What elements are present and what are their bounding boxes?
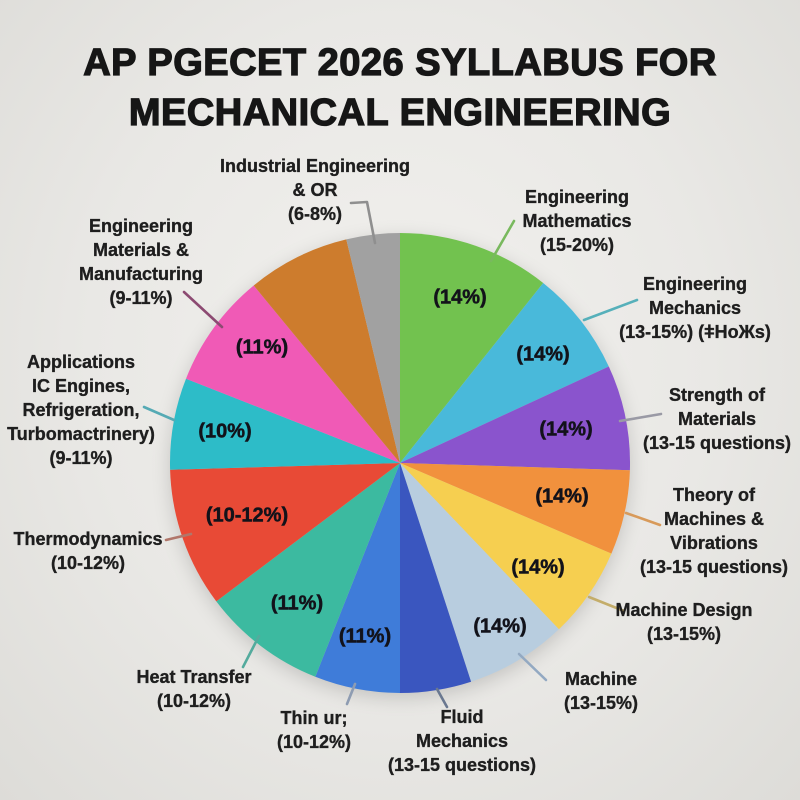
pie-slice-unlabeled-orange bbox=[253, 239, 400, 463]
pie-slice-thin-ur bbox=[315, 463, 400, 693]
leader-line-heat-transfer bbox=[241, 634, 261, 669]
page-title: AP PGECET 2026 SYLLABUS FOR MECHANICAL E… bbox=[0, 38, 800, 138]
leader-line-strength-of-materials bbox=[618, 412, 663, 423]
slice-percentage-machine: (14%) bbox=[473, 615, 526, 637]
slice-percentage-engineering-materials-manufacturing: (11%) bbox=[236, 336, 288, 358]
pie-slices-group bbox=[169, 233, 631, 693]
pie-slice-heat-transfer bbox=[216, 463, 400, 677]
slice-percentage-thin-ur: (11%) bbox=[339, 625, 391, 647]
inner-labels-group: (14%) (14%) (14%) (14%) (14%) (14%) (11%) (11%)… bbox=[198, 286, 593, 648]
pie-slice-industrial-engineering-or bbox=[346, 233, 400, 463]
leader-line-applications-ic-engines bbox=[142, 405, 176, 422]
slice-percentage-engineering-mechanics: (14%) bbox=[516, 343, 569, 365]
leader-line-industrial-engineering-or bbox=[349, 200, 377, 245]
title-line-2: MECHANICAL ENGINEERING bbox=[128, 91, 672, 134]
leader-line-engineering-materials-manufacturing bbox=[182, 290, 224, 329]
slice-percentage-engineering-mathematics: (14%) bbox=[433, 286, 486, 308]
pie-slice-engineering-mathematics bbox=[400, 233, 544, 463]
leader-line-machine bbox=[517, 652, 548, 682]
slice-percentage-heat-transfer: (11%) bbox=[271, 592, 323, 614]
leader-line-theory-of-machines-vibrations bbox=[624, 511, 662, 527]
slice-percentage-applications-ic-engines: (10%) bbox=[198, 420, 251, 442]
slice-percentage-theory-of-machines-vibrations: (14%) bbox=[535, 485, 588, 507]
slice-percentage-machine-design: (14%) bbox=[511, 556, 564, 578]
pie-slice-thermodynamics bbox=[170, 463, 400, 602]
pie-slice-engineering-materials-manufacturing bbox=[186, 285, 400, 463]
leader-line-machine-design bbox=[587, 595, 626, 613]
pie-slice-engineering-mechanics bbox=[400, 283, 609, 463]
leader-line-thermodynamics bbox=[164, 532, 193, 542]
pie-slice-machine-design bbox=[400, 463, 612, 630]
pie-slice-machine bbox=[400, 463, 559, 682]
slice-percentage-strength-of-materials: (14%) bbox=[539, 418, 592, 440]
leader-line-thin-ur bbox=[345, 682, 357, 706]
leader-line-engineering-mechanics bbox=[582, 298, 639, 322]
leader-line-engineering-mathematics bbox=[489, 219, 516, 263]
pie-slice-applications-ic-engines bbox=[169, 378, 400, 470]
title-line-1: AP PGECET 2026 SYLLABUS FOR bbox=[83, 41, 717, 84]
slice-percentage-thermodynamics: (10-12%) bbox=[206, 504, 288, 526]
pie-slice-fluid-mechanics bbox=[400, 463, 472, 693]
leader-lines-group bbox=[142, 200, 663, 709]
pie-slice-strength-of-materials bbox=[400, 366, 631, 471]
pie-slice-theory-of-machines-vibrations bbox=[400, 463, 630, 554]
leader-line-fluid-mechanics bbox=[435, 687, 449, 709]
